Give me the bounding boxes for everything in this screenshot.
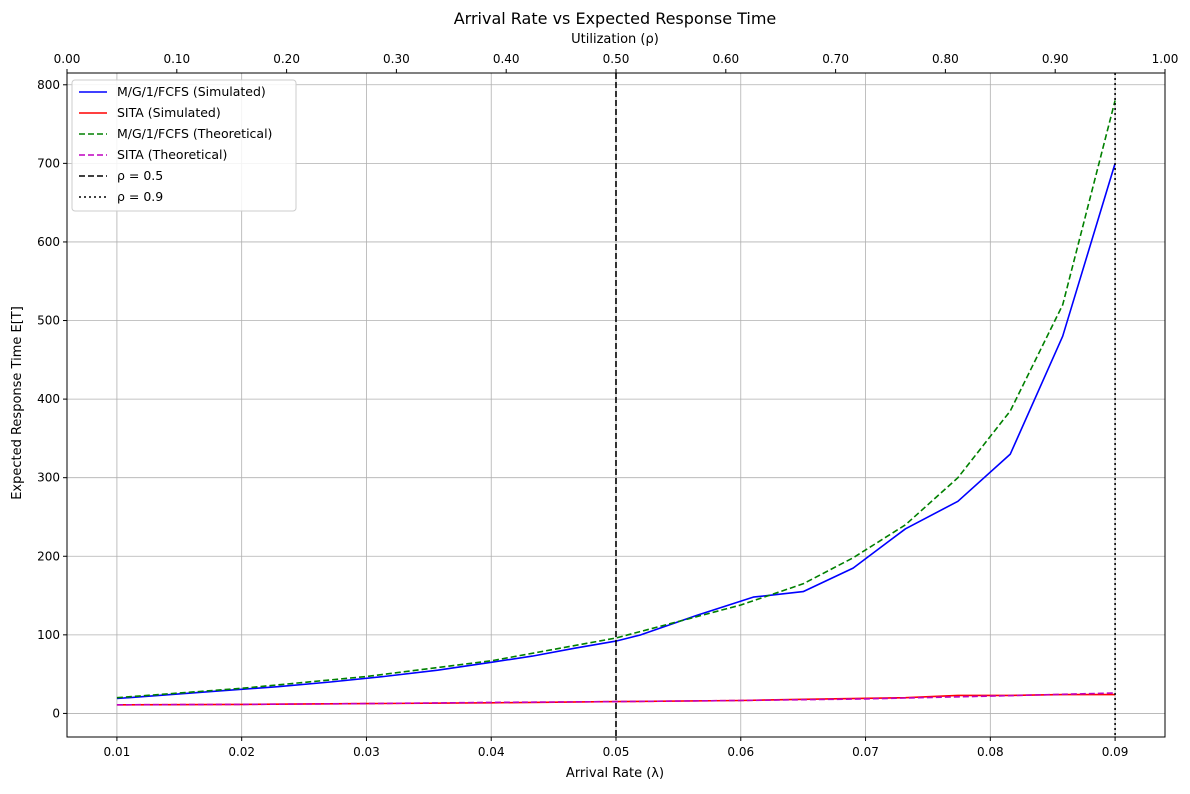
series-line-3 — [116, 100, 1116, 699]
x-tick-label: 0.01 — [104, 745, 131, 759]
top-x-tick-label: 0.10 — [163, 52, 190, 66]
y-tick-label: 400 — [37, 392, 60, 406]
y-tick-label: 600 — [37, 235, 60, 249]
series-line-4 — [116, 692, 1116, 706]
y-tick-label: 100 — [37, 628, 60, 642]
top-x-tick-label: 0.00 — [54, 52, 81, 66]
top-x-tick-label: 0.20 — [273, 52, 300, 66]
x-axis-ticks: 0.01 0.02 0.03 0.04 0.05 0.06 0.07 0.08 0.09 — [104, 737, 1129, 759]
top-x-tick-label: 0.90 — [1042, 52, 1069, 66]
x-tick-label: 0.07 — [852, 745, 879, 759]
x-tick-label: 0.03 — [353, 745, 380, 759]
legend-label: M/G/1/FCFS (Simulated) — [117, 84, 266, 99]
x-axis-label: Arrival Rate (λ) — [566, 766, 664, 781]
y-tick-label: 200 — [37, 549, 60, 563]
legend-label: ρ = 0.5 — [117, 168, 163, 183]
legend-label: SITA (Simulated) — [117, 105, 221, 120]
x-tick-label: 0.09 — [1102, 745, 1129, 759]
chart-title: Arrival Rate vs Expected Response Time — [454, 9, 777, 28]
top-x-tick-label: 0.30 — [383, 52, 410, 66]
y-tick-label: 300 — [37, 471, 60, 485]
top-x-tick-label: 1.00 — [1152, 52, 1179, 66]
x-tick-label: 0.08 — [977, 745, 1004, 759]
y-tick-label: 700 — [37, 156, 60, 170]
top-x-axis-label: Utilization (ρ) — [571, 32, 659, 47]
top-x-tick-label: 0.40 — [493, 52, 520, 66]
legend-label: SITA (Theoretical) — [117, 147, 227, 162]
y-axis-label: Expected Response Time E[T] — [10, 306, 25, 500]
x-tick-label: 0.06 — [727, 745, 754, 759]
top-x-tick-label: 0.80 — [932, 52, 959, 66]
legend-box — [71, 79, 297, 212]
legend: M/G/1/FCFS (Simulated) SITA (Simulated) M/… — [71, 79, 297, 212]
x-tick-label: 0.02 — [228, 745, 255, 759]
plot-area: 0.01 0.02 0.03 0.04 0.05 0.06 0.07 0.08 0.09 0 100… — [37, 52, 1178, 759]
top-x-tick-label: 0.50 — [603, 52, 630, 66]
y-tick-label: 800 — [37, 78, 60, 92]
x-tick-label: 0.04 — [478, 745, 505, 759]
top-x-tick-label: 0.60 — [712, 52, 739, 66]
legend-label: M/G/1/FCFS (Theoretical) — [117, 126, 272, 141]
top-x-tick-label: 0.70 — [822, 52, 849, 66]
y-axis-ticks: 0 100 200 300 400 500 600 700 800 — [37, 78, 67, 720]
x-tick-label: 0.05 — [603, 745, 630, 759]
legend-label: ρ = 0.9 — [117, 189, 163, 204]
top-x-axis-ticks: 0.00 0.10 0.20 0.30 0.40 0.50 0.60 0.70 0.80 0.90… — [54, 52, 1179, 73]
y-tick-label: 0 — [52, 706, 60, 720]
y-tick-label: 500 — [37, 314, 60, 328]
